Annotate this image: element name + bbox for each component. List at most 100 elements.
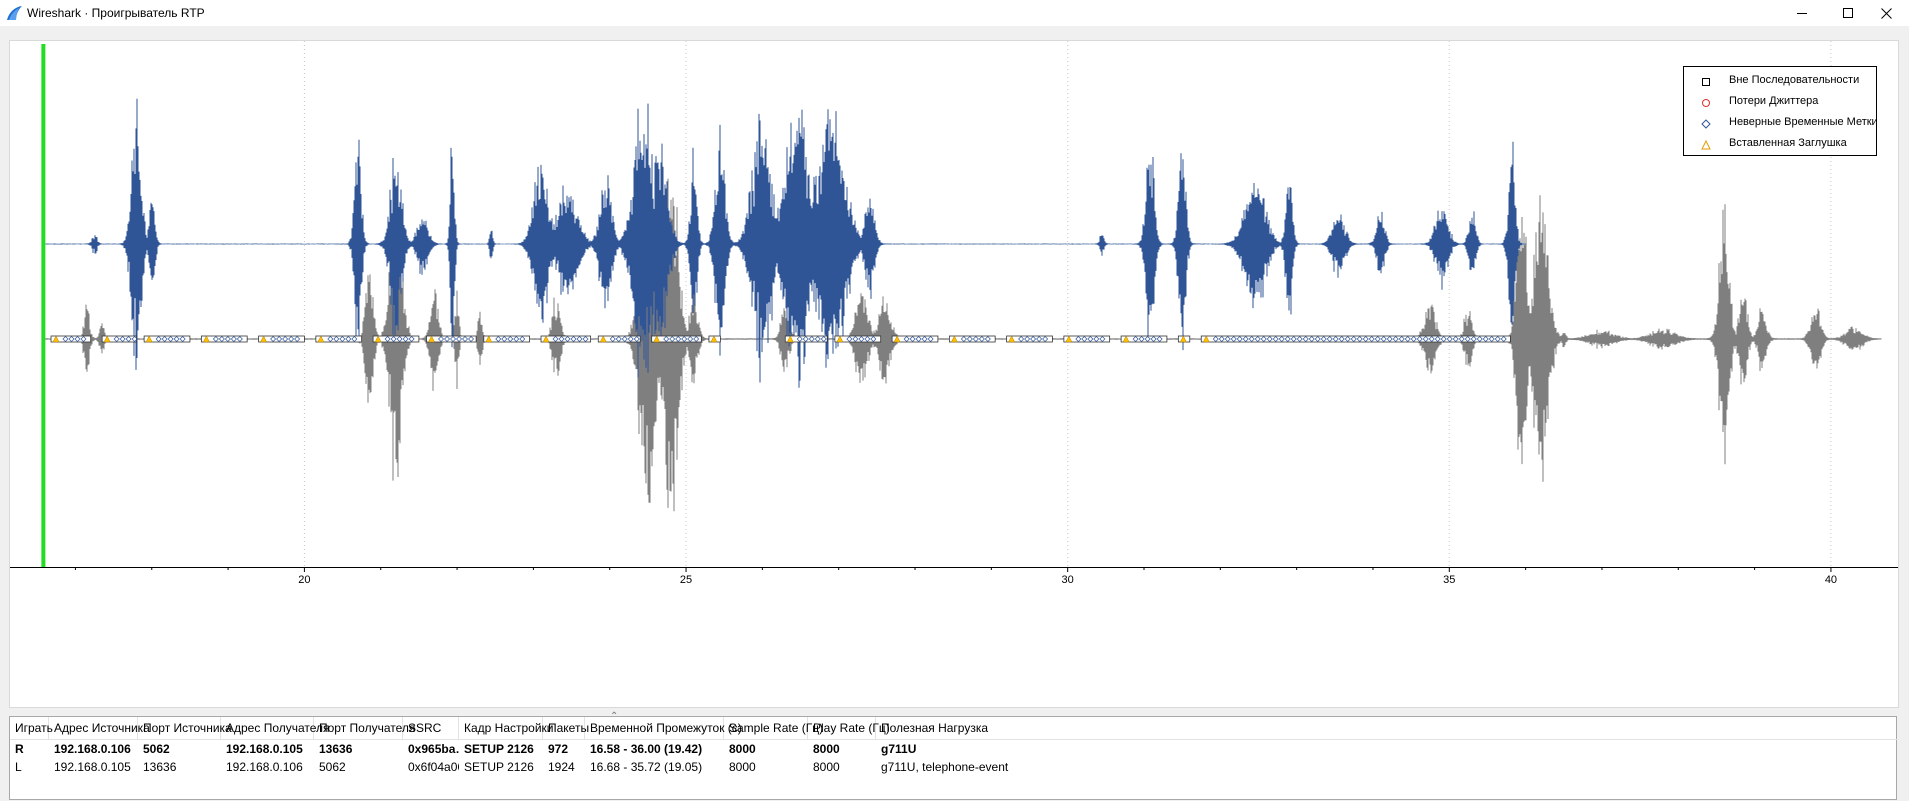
wrong-timestamp-marker [808, 336, 815, 342]
cell-payload: g711U [881, 742, 917, 756]
wrong-timestamp-marker [230, 336, 237, 342]
cell-time-span: 16.58 - 36.00 (19.42) [590, 742, 703, 756]
wrong-timestamp-marker [1144, 336, 1151, 342]
wrong-timestamp-marker [1404, 336, 1411, 342]
column-header-sample-rate[interactable]: Sample Rate (Гц) [724, 717, 823, 739]
inserted-silence-marker [317, 335, 325, 343]
inserted-silence-marker [145, 335, 153, 343]
inserted-silence-marker [1008, 335, 1016, 343]
wrong-timestamp-marker [1338, 336, 1345, 342]
wrong-timestamp-marker [1350, 336, 1357, 342]
column-header-destination-address[interactable]: Адрес Получателя [221, 717, 330, 739]
column-header-payload[interactable]: Полезная Нагрузка [881, 721, 989, 735]
column-header-setup-frame[interactable]: Кадр Настройки [459, 717, 554, 739]
wrong-timestamp-marker [1368, 336, 1375, 342]
inserted-silence-marker [1179, 335, 1187, 343]
column-header-time-span[interactable]: Временной Промежуток (с) [585, 717, 742, 739]
wrong-timestamp-marker [1422, 336, 1429, 342]
cell-sample-rate: 8000 [729, 760, 756, 774]
column-header-source-port[interactable]: Порт Источника [138, 717, 232, 739]
cell-packets: 972 [548, 742, 569, 756]
wrong-timestamp-marker [1278, 336, 1285, 342]
wrong-timestamp-marker [558, 336, 565, 342]
wrong-timestamp-marker [1242, 336, 1249, 342]
inserted-silence-marker [1122, 335, 1130, 343]
x-axis-tick-label: 30 [1062, 574, 1074, 586]
wrong-timestamp-marker [802, 336, 809, 342]
wrong-timestamp-marker [161, 336, 168, 342]
cell-source-address: 192.168.0.105 [54, 760, 131, 774]
close-button[interactable] [1863, 0, 1909, 26]
wrong-timestamp-marker [1156, 336, 1163, 342]
wrong-timestamp-marker [456, 336, 463, 342]
inserted-silence-marker [893, 335, 901, 343]
wrong-timestamp-marker [1308, 336, 1315, 342]
wireshark-fin-icon [6, 5, 24, 21]
plot-legend: Вне Последовательности Потери Джиттера Н… [1683, 66, 1878, 156]
x-axis-tick-label: 40 [1825, 574, 1837, 586]
wrong-timestamp-marker [1344, 336, 1351, 342]
wrong-timestamp-marker [1320, 336, 1327, 342]
column-header-label: Кадр Настройки [464, 721, 554, 735]
column-header-destination-port[interactable]: Порт Получателя [314, 717, 415, 739]
column-header-play[interactable]: Играть [10, 717, 53, 739]
wrong-timestamp-marker [909, 336, 916, 342]
inserted-silence-marker [710, 335, 718, 343]
wrong-timestamp-marker [1494, 336, 1501, 342]
cell-setup-frame: SETUP 2126 [464, 742, 534, 756]
wrong-timestamp-marker [131, 336, 138, 342]
wrong-timestamp-marker [1266, 336, 1273, 342]
cell-destination-address: 192.168.0.106 [226, 760, 303, 774]
wrong-timestamp-marker [1018, 336, 1025, 342]
wrong-timestamp-marker [1036, 336, 1043, 342]
wrong-timestamp-marker [1470, 336, 1477, 342]
legend-item-wrong-timestamps: Неверные Временные Метки [1684, 114, 1878, 132]
playback-cursor [41, 44, 46, 567]
wrong-timestamp-marker [282, 336, 289, 342]
wrong-timestamp-marker [339, 336, 346, 342]
window-title: Wireshark · Проигрыватель RTP [27, 6, 205, 20]
cell-play: L [15, 760, 22, 774]
waveform-plot[interactable]: 20 25 30 35 40 [9, 40, 1899, 708]
wrong-timestamp-marker [1458, 336, 1465, 342]
inserted-silence-marker [786, 335, 794, 343]
wrong-timestamp-marker [633, 336, 640, 342]
wrong-timestamp-marker [125, 336, 132, 342]
cell-play-rate: 8000 [813, 760, 840, 774]
wrong-timestamp-marker [507, 336, 514, 342]
wrong-timestamp-marker [519, 336, 526, 342]
column-header-ssrc[interactable]: SSRC [403, 717, 459, 739]
cell-play: R [15, 742, 24, 756]
column-header-packets[interactable]: Пакеты [543, 717, 589, 739]
wrong-timestamp-marker [687, 336, 694, 342]
wrong-timestamp-marker [675, 336, 682, 342]
wrong-timestamp-marker [1356, 336, 1363, 342]
wrong-timestamp-marker [1398, 336, 1405, 342]
wrong-timestamp-marker [576, 336, 583, 342]
triangle-marker-icon [1701, 139, 1711, 150]
waveform-canvas[interactable]: 20 25 30 35 40 [10, 41, 1898, 707]
table-row[interactable]: R 192.168.0.106 5062 192.168.0.105 13636… [10, 740, 1898, 758]
sort-ascending-icon: ⌃ [610, 711, 619, 722]
wrong-timestamp-marker [1500, 336, 1507, 342]
minimize-button[interactable] [1779, 0, 1825, 26]
wrong-timestamp-marker [224, 336, 231, 342]
column-header-play-rate[interactable]: Play Rate (Гц) [808, 717, 890, 739]
silence-marker-strip [784, 335, 828, 343]
wrong-timestamp-marker [1290, 336, 1297, 342]
legend-label: Вставленная Заглушка [1729, 137, 1847, 149]
wrong-timestamp-marker [444, 336, 451, 342]
wrong-timestamp-marker [113, 336, 120, 342]
maximize-button[interactable] [1825, 0, 1871, 26]
table-row[interactable]: L 192.168.0.105 13636 192.168.0.106 5062… [10, 758, 1898, 776]
wrong-timestamp-marker [927, 336, 934, 342]
column-header-source-address[interactable]: Адрес Источника [49, 717, 150, 739]
legend-item-inserted-silence: Вставленная Заглушка [1684, 135, 1878, 153]
wrong-timestamp-marker [1434, 336, 1441, 342]
wrong-timestamp-marker [438, 336, 445, 342]
wrong-timestamp-marker [1030, 336, 1037, 342]
wrong-timestamp-marker [62, 336, 69, 342]
wrong-timestamp-marker [615, 336, 622, 342]
wrong-timestamp-marker [582, 336, 589, 342]
inserted-silence-marker [52, 335, 60, 343]
